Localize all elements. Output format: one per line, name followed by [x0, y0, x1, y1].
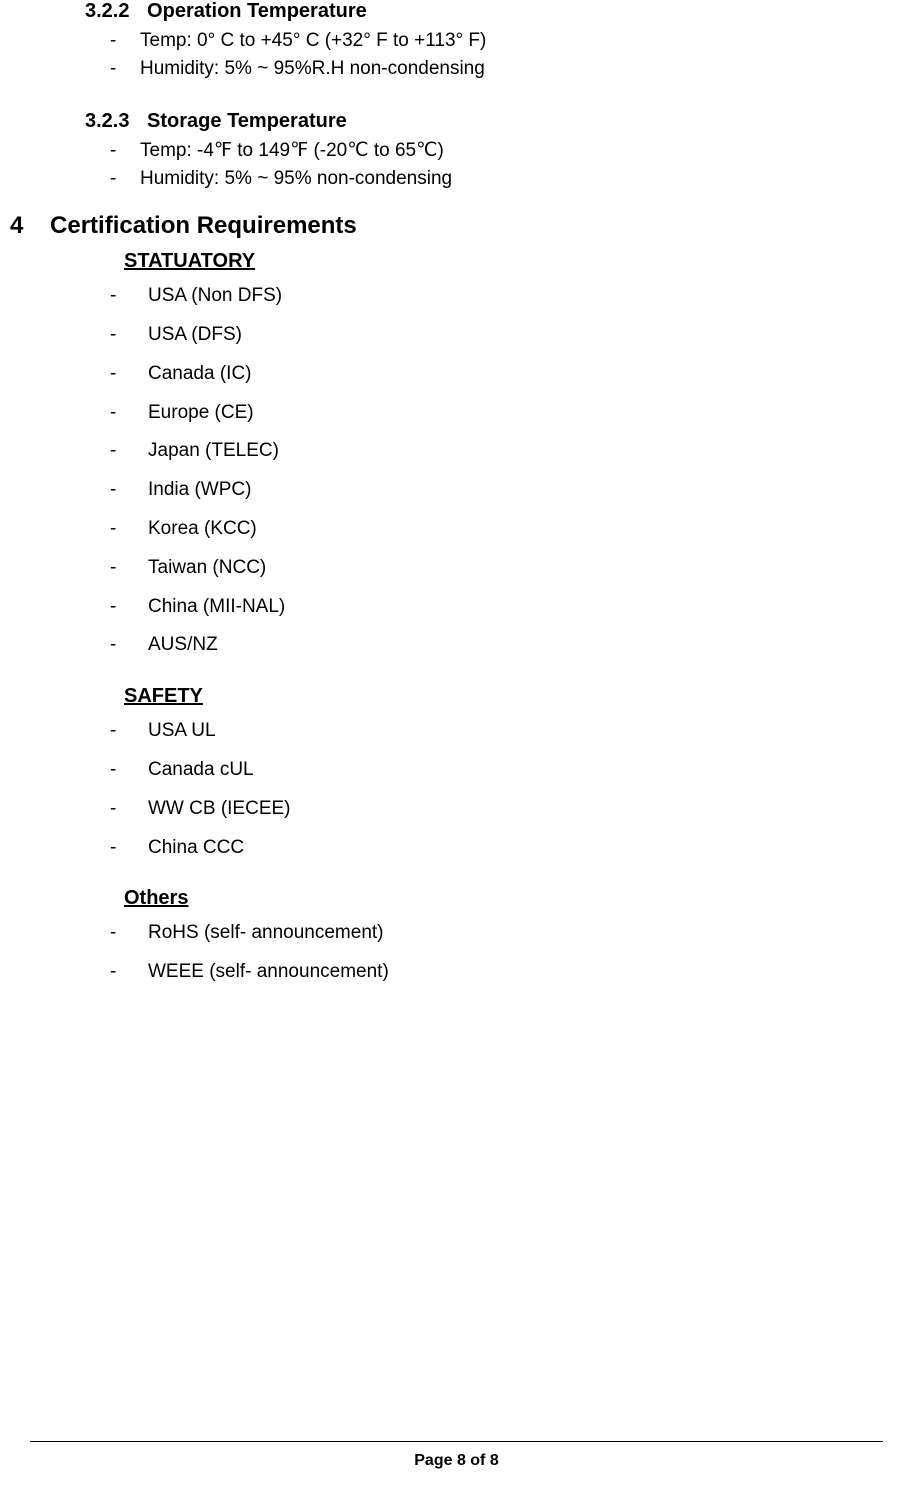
list-item: WW CB (IECEE) [110, 798, 893, 821]
list-item-text: USA (Non DFS) [148, 285, 282, 306]
list-item: China CCC [110, 837, 893, 860]
list-item-text: Europe (CE) [148, 402, 254, 423]
section-heading-storage-temp: 3.2.3 Storage Temperature [85, 110, 893, 133]
main-title: Certification Requirements [50, 212, 357, 239]
statuatory-list: USA (Non DFS) USA (DFS) Canada (IC) Euro… [110, 285, 893, 657]
list-item-text: China CCC [148, 837, 244, 858]
list-item-text: India (WPC) [148, 479, 251, 500]
list-item: Temp: -4℉ to 149℉ (-20℃ to 65℃) [110, 137, 893, 165]
main-heading-certification: 4 Certification Requirements [10, 212, 893, 240]
section-number: 3.2.3 [85, 110, 129, 133]
list-item-text: AUS/NZ [148, 634, 218, 655]
list-item-text: Korea (KCC) [148, 518, 257, 539]
list-item-text: USA UL [148, 720, 216, 741]
list-item: Taiwan (NCC) [110, 557, 893, 580]
list-item-text: Canada (IC) [148, 363, 252, 384]
list-item: India (WPC) [110, 479, 893, 502]
safety-list: USA UL Canada cUL WW CB (IECEE) China CC… [110, 720, 893, 859]
page-content: 3.2.2 Operation Temperature Temp: 0° C t… [0, 0, 913, 984]
list-item-text: WEEE (self- announcement) [148, 961, 389, 982]
list-item-text: China (MII-NAL) [148, 596, 285, 617]
list-item-text: WW CB (IECEE) [148, 798, 291, 819]
storage-temp-list: Temp: -4℉ to 149℉ (-20℃ to 65℃) Humidity… [110, 137, 893, 192]
section-title: Storage Temperature [147, 110, 347, 132]
list-item: USA (DFS) [110, 324, 893, 347]
list-item: USA UL [110, 720, 893, 743]
section-number: 3.2.2 [85, 0, 129, 23]
footer-divider [30, 1441, 883, 1442]
list-item: WEEE (self- announcement) [110, 961, 893, 984]
footer-page-number: Page 8 of 8 [0, 1452, 913, 1470]
list-item: Korea (KCC) [110, 518, 893, 541]
main-number: 4 [10, 212, 23, 240]
list-item-text: Temp: -4℉ to 149℉ (-20℃ to 65℃) [140, 140, 444, 161]
list-item: Humidity: 5% ~ 95%R.H non-condensing [110, 55, 893, 83]
list-item-text: RoHS (self- announcement) [148, 922, 384, 943]
section-heading-operation-temp: 3.2.2 Operation Temperature [85, 0, 893, 23]
subsection-heading-safety: SAFETY [124, 685, 893, 708]
list-item: AUS/NZ [110, 634, 893, 657]
list-item-text: Humidity: 5% ~ 95% non-condensing [140, 168, 452, 189]
list-item-text: Taiwan (NCC) [148, 557, 266, 578]
others-list: RoHS (self- announcement) WEEE (self- an… [110, 922, 893, 984]
list-item: Europe (CE) [110, 402, 893, 425]
list-item-text: USA (DFS) [148, 324, 242, 345]
operation-temp-list: Temp: 0° C to +45° C (+32° F to +113° F)… [110, 27, 893, 82]
list-item: Humidity: 5% ~ 95% non-condensing [110, 165, 893, 193]
list-item: USA (Non DFS) [110, 285, 893, 308]
list-item: Canada (IC) [110, 363, 893, 386]
list-item: RoHS (self- announcement) [110, 922, 893, 945]
subsection-heading-others: Others [124, 887, 893, 910]
list-item-text: Humidity: 5% ~ 95%R.H non-condensing [140, 58, 485, 79]
subsection-heading-statuatory: STATUATORY [124, 250, 893, 273]
list-item: China (MII-NAL) [110, 596, 893, 619]
list-item: Canada cUL [110, 759, 893, 782]
list-item-text: Japan (TELEC) [148, 440, 279, 461]
section-title: Operation Temperature [147, 0, 367, 22]
list-item-text: Temp: 0° C to +45° C (+32° F to +113° F) [140, 30, 486, 51]
list-item: Japan (TELEC) [110, 440, 893, 463]
list-item: Temp: 0° C to +45° C (+32° F to +113° F) [110, 27, 893, 55]
list-item-text: Canada cUL [148, 759, 254, 780]
